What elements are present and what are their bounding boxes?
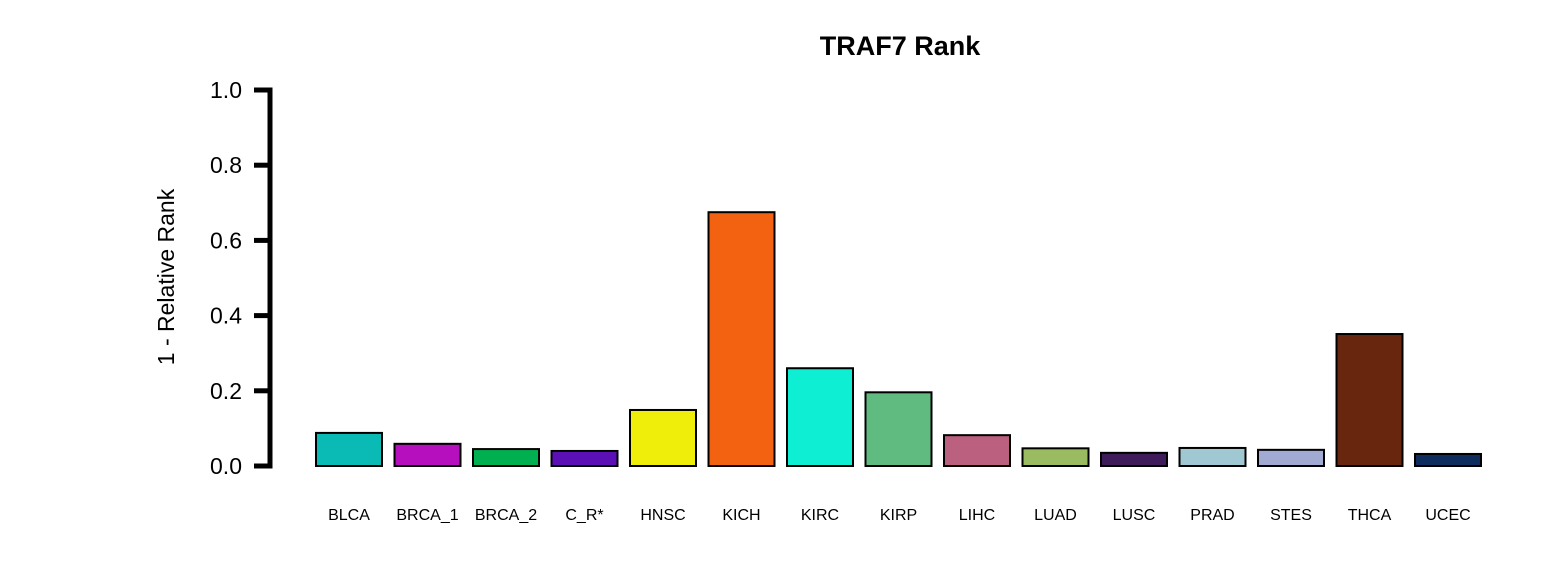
x-tick-labels: BLCA BRCA_1 BRCA_2 C_R* HNSC KICH KIRC KIRP LIHC…: [328, 507, 1471, 524]
x-tick-label: C_R*: [565, 507, 603, 524]
bar-ucec: [1414, 452, 1482, 467]
bar-lusc: [1100, 451, 1168, 467]
x-tick-label: LUSC: [1113, 507, 1156, 524]
x-tick-label: KICH: [722, 507, 760, 524]
y-tick-label: 0.2: [210, 378, 242, 404]
bars: [315, 211, 1482, 468]
x-tick-label: BLCA: [328, 507, 370, 524]
bar-kirp: [864, 391, 933, 467]
x-tick-label: THCA: [1348, 507, 1392, 524]
bar-brca-1: [393, 442, 462, 468]
bar-kich: [707, 211, 776, 467]
y-tick-label: 0.6: [210, 227, 242, 253]
bar-brca-2: [472, 448, 540, 467]
y-tick-label: 0.8: [210, 152, 242, 178]
bar-prad: [1178, 446, 1247, 467]
y-axis-label: 1 - Relative Rank: [153, 188, 179, 365]
bar-thca: [1335, 333, 1404, 467]
chart-title: TRAF7 Rank: [820, 31, 982, 61]
y-axis: 0.0 0.2 0.4 0.6 0.8 1.0: [210, 77, 273, 479]
bar-kirc: [786, 367, 854, 467]
bar-blca: [315, 431, 383, 467]
x-tick-label: LUAD: [1034, 507, 1077, 524]
x-tick-label: BRCA_2: [475, 507, 537, 524]
x-tick-label: UCEC: [1425, 507, 1470, 524]
y-tick-label: 0.4: [210, 303, 242, 329]
x-tick-label: BRCA_1: [396, 507, 458, 524]
x-tick-label: HNSC: [640, 507, 685, 524]
bar-hnsc: [629, 408, 697, 468]
bar-lihc: [943, 434, 1011, 467]
y-tick-label: 0.0: [210, 453, 242, 479]
x-tick-label: PRAD: [1190, 507, 1234, 524]
bar-luad: [1021, 447, 1090, 468]
x-tick-label: LIHC: [959, 507, 995, 524]
bar-stes: [1257, 448, 1325, 467]
x-tick-label: STES: [1270, 507, 1312, 524]
x-tick-label: KIRP: [880, 507, 917, 524]
y-tick-label: 1.0: [210, 77, 242, 103]
bar-c-r: [550, 449, 619, 467]
x-tick-label: KIRC: [801, 507, 839, 524]
